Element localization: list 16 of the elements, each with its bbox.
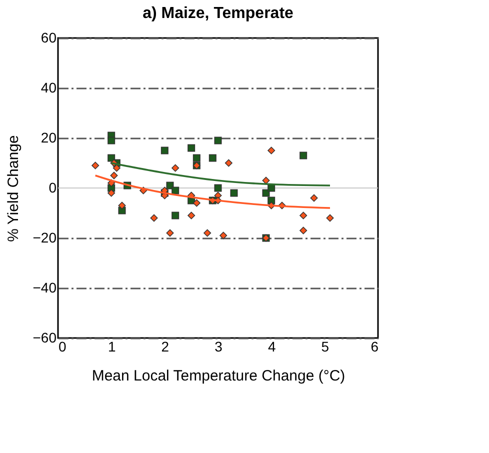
x-tick-label: 6	[370, 338, 379, 354]
x-tick-label: 2	[161, 338, 170, 354]
x-tick-label: 3	[214, 338, 223, 354]
y-axis-title: % Yield Change	[4, 135, 22, 242]
y-tick-label: 40	[40, 80, 57, 96]
y-tick-label: −60	[32, 330, 57, 346]
y-tick-label: −40	[32, 280, 57, 296]
chart-title: a) Maize, Temperate	[142, 5, 294, 22]
y-tick-label: 0	[48, 180, 57, 196]
y-tick-label: 20	[40, 130, 57, 146]
x-tick-label: 1	[108, 338, 116, 354]
y-tick-label: 60	[40, 30, 57, 46]
x-tick-label: 5	[321, 338, 330, 354]
x-axis-title: Mean Local Temperature Change (°C)	[92, 368, 346, 384]
y-tick-label: −20	[32, 230, 57, 246]
x-tick-label: 4	[268, 338, 276, 354]
